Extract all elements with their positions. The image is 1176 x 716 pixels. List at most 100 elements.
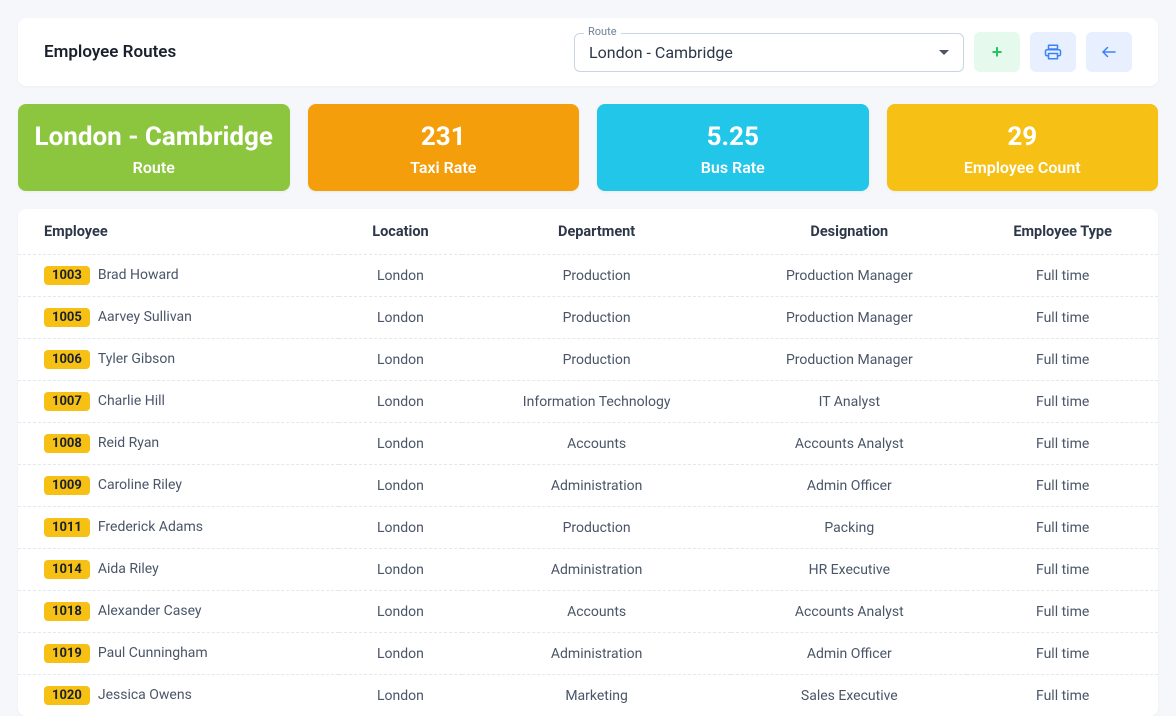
table-row[interactable]: 1009 Caroline Riley LondonAdministrationAd… [18, 465, 1158, 507]
employee-name: Caroline Riley [98, 477, 182, 493]
type-cell: Full time [967, 297, 1158, 339]
table-header-row: EmployeeLocationDepartmentDesignationEmp… [18, 209, 1158, 255]
stat-value: 5.25 [607, 122, 859, 152]
route-select-label: Route [584, 25, 621, 38]
designation-cell: Accounts Analyst [731, 423, 967, 465]
employee-cell: 1014Aida Riley [18, 549, 339, 591]
employee-cell: 1008Reid Ryan [18, 423, 339, 465]
location-cell: London [339, 465, 462, 507]
stat-card: London - Cambridge Route [18, 104, 290, 191]
type-cell: Full time [967, 339, 1158, 381]
designation-cell: Admin Officer [731, 465, 967, 507]
location-cell: London [339, 381, 462, 423]
stat-label: Employee Count [897, 158, 1149, 177]
location-cell: London [339, 591, 462, 633]
location-cell: London [339, 549, 462, 591]
stats-row: London - Cambridge Route 231 Taxi Rate 5.25 B… [18, 104, 1158, 191]
designation-cell: Admin Officer [731, 633, 967, 675]
designation-cell: Sales Executive [731, 675, 967, 716]
route-select-box[interactable]: London - Cambridge [574, 33, 964, 72]
print-button[interactable] [1030, 32, 1076, 72]
employee-name: Brad Howard [98, 267, 179, 283]
location-cell: London [339, 255, 462, 297]
employee-id-badge: 1009 [44, 476, 90, 495]
table-body: 1003Brad HowardLondonProductionProductio… [18, 255, 1158, 716]
header-actions: Route London - Cambridge + [574, 32, 1132, 72]
employee-id-badge: 1005 [44, 308, 90, 327]
table-column-header: Location [339, 209, 462, 255]
arrow-left-icon [1100, 43, 1118, 61]
department-cell: Information Technology [462, 381, 732, 423]
department-cell: Accounts [462, 423, 732, 465]
employee-cell: 1003 Brad Howard [18, 255, 339, 297]
employee-cell: 1011 Frederick Adams [18, 507, 339, 549]
route-select-value: London - Cambridge [589, 43, 733, 62]
designation-cell: Packing [731, 507, 967, 549]
employee-cell: 1020 Jessica Owens [18, 675, 339, 716]
type-cell: Full time [967, 423, 1158, 465]
employee-id-badge: 1019 [44, 644, 90, 663]
type-cell: Full time [967, 465, 1158, 507]
stat-card: 29 Employee Count [887, 104, 1159, 191]
type-cell: Full time [967, 633, 1158, 675]
table-row[interactable]: 1019 Paul Cunningham LondonAdministrationA… [18, 633, 1158, 675]
employee-name: Tyler Gibson [98, 351, 175, 367]
type-cell: Full time [967, 255, 1158, 297]
employee-cell: 1005Aarvey Sullivan [18, 297, 339, 339]
employee-cell: 1018Alexander Casey [18, 591, 339, 633]
department-cell: Marketing [462, 675, 732, 716]
table-row[interactable]: 1020 Jessica Owens LondonMarketingSales Ex… [18, 675, 1158, 716]
type-cell: Full time [967, 507, 1158, 549]
add-button[interactable]: + [974, 32, 1020, 72]
table-row[interactable]: 1005Aarvey SullivanLondonProductionProdu… [18, 297, 1158, 339]
designation-cell: Production Manager [731, 255, 967, 297]
back-button[interactable] [1086, 32, 1132, 72]
header-card: Employee Routes Route London - Cambridge… [18, 18, 1158, 86]
stat-value: London - Cambridge [28, 122, 280, 152]
employee-id-badge: 1020 [44, 686, 90, 705]
table-row[interactable]: 1003Brad HowardLondonProductionProductio… [18, 255, 1158, 297]
designation-cell: HR Executive [731, 549, 967, 591]
location-cell: London [339, 633, 462, 675]
chevron-down-icon [939, 50, 949, 55]
table-column-header: Designation [731, 209, 967, 255]
table-column-header: Employee Type [967, 209, 1158, 255]
page-title: Employee Routes [44, 42, 176, 62]
stat-label: Bus Rate [607, 158, 859, 177]
table-row[interactable]: 1008Reid RyanLondonAccountsAccounts Anal… [18, 423, 1158, 465]
route-select[interactable]: Route London - Cambridge [574, 33, 964, 72]
designation-cell: IT Analyst [731, 381, 967, 423]
type-cell: Full time [967, 591, 1158, 633]
stat-label: Taxi Rate [318, 158, 570, 177]
employee-name: Frederick Adams [98, 519, 203, 535]
location-cell: London [339, 675, 462, 716]
employee-id-badge: 1011 [44, 518, 90, 537]
department-cell: Production [462, 507, 732, 549]
department-cell: Administration [462, 633, 732, 675]
employee-cell: 1006 Tyler Gibson [18, 339, 339, 381]
employee-id-badge: 1006 [44, 350, 90, 369]
table-row[interactable]: 1011Frederick AdamsLondonProductionPacki… [18, 507, 1158, 549]
table-row[interactable]: 1006Tyler GibsonLondonProductionProducti… [18, 339, 1158, 381]
designation-cell: Production Manager [731, 339, 967, 381]
table-row[interactable]: 1018Alexander CaseyLondonAccountsAccount… [18, 591, 1158, 633]
employee-id-badge: 1007 [44, 392, 90, 411]
stat-card: 231 Taxi Rate [308, 104, 580, 191]
designation-cell: Production Manager [731, 297, 967, 339]
location-cell: London [339, 423, 462, 465]
employee-name: Paul Cunningham [98, 645, 208, 661]
employee-id-badge: 1008 [44, 434, 90, 453]
stat-value: 29 [897, 122, 1149, 152]
employee-id-badge: 1003 [44, 266, 90, 285]
type-cell: Full time [967, 549, 1158, 591]
table-row[interactable]: 1014Aida RileyLondonAdministrationHR Exe… [18, 549, 1158, 591]
employee-name: Alexander Casey [98, 603, 202, 619]
location-cell: London [339, 297, 462, 339]
department-cell: Administration [462, 465, 732, 507]
employee-name: Jessica Owens [98, 687, 192, 703]
table-row[interactable]: 1007Charlie HillLondonInformation Techno… [18, 381, 1158, 423]
employee-name: Aida Riley [98, 561, 159, 577]
stat-value: 231 [318, 122, 570, 152]
print-icon [1044, 43, 1062, 61]
stat-label: Route [28, 158, 280, 177]
